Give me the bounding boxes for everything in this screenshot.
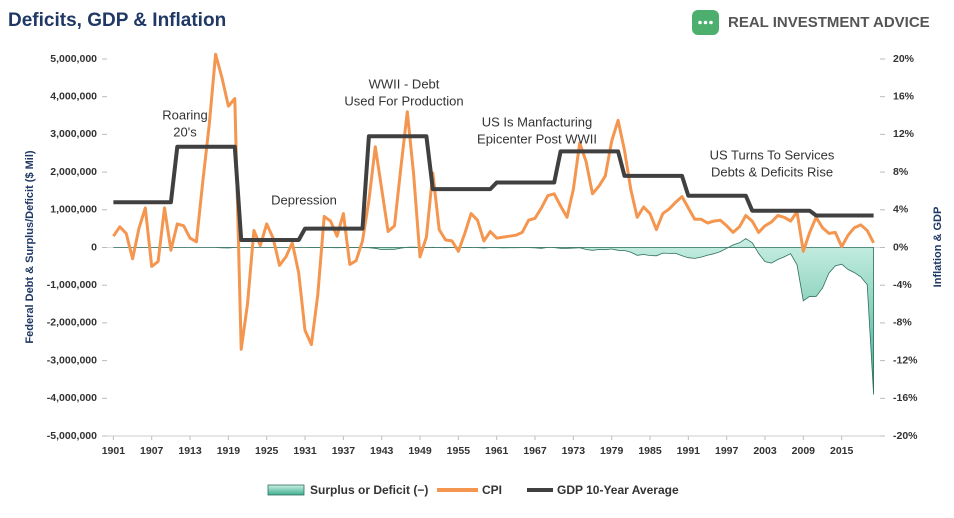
x-tick-label: 1931 xyxy=(293,445,317,457)
legend-swatch xyxy=(267,484,305,496)
annotation: Depression xyxy=(271,192,337,207)
x-tick-label: 1925 xyxy=(255,445,279,457)
legend-label: CPI xyxy=(482,483,502,497)
y-tick-label: 0 xyxy=(91,241,97,253)
annotation: Used For Production xyxy=(344,93,463,108)
series-line xyxy=(112,52,875,351)
x-tick-label: 1913 xyxy=(178,445,202,457)
y2-axis-title: Inflation & GDP xyxy=(932,207,944,288)
y-tick-label: 4,000,000 xyxy=(50,90,97,102)
logo-dot xyxy=(709,20,713,25)
x-tick-label: 1949 xyxy=(408,445,432,457)
x-tick-label: 1967 xyxy=(523,445,547,457)
annotation: WWII - Debt xyxy=(369,76,440,91)
x-tick-label: 1991 xyxy=(677,445,701,457)
x-tick-label: 2003 xyxy=(753,445,777,457)
x-tick-label: 2009 xyxy=(792,445,816,457)
chart-title: Deficits, GDP & Inflation xyxy=(8,10,226,31)
deficit-area xyxy=(113,238,874,395)
x-tick-label: 2015 xyxy=(830,445,854,457)
x-tick-label: 1907 xyxy=(140,445,164,457)
x-tick-label: 1955 xyxy=(447,445,471,457)
y2-tick-label: -16% xyxy=(893,392,918,404)
x-tick-label: 1961 xyxy=(485,445,509,457)
x-tick-label: 1973 xyxy=(562,445,586,457)
y-tick-label: -1,000,000 xyxy=(47,279,97,291)
y2-tick-label: 0% xyxy=(893,241,909,253)
y-tick-label: 5,000,000 xyxy=(50,53,97,65)
logo-dot xyxy=(703,20,708,25)
y2-tick-label: -4% xyxy=(893,279,912,291)
annotation: Epicenter Post WWII xyxy=(477,131,597,146)
y2-tick-label: 12% xyxy=(893,128,915,140)
y2-tick-label: 4% xyxy=(893,204,909,216)
y-tick-label: 1,000,000 xyxy=(50,204,97,216)
x-tick-label: 1997 xyxy=(715,445,739,457)
annotation: Roaring xyxy=(162,107,208,122)
annotation: US Is Manfacturing xyxy=(482,114,593,129)
annotation: Debts & Deficits Rise xyxy=(711,164,833,179)
y2-tick-label: -12% xyxy=(893,354,918,366)
y-tick-label: -2,000,000 xyxy=(47,317,97,329)
y-tick-label: 2,000,000 xyxy=(50,166,97,178)
x-tick-label: 1901 xyxy=(102,445,126,457)
brand-name: REAL INVESTMENT ADVICE xyxy=(728,14,930,31)
y-tick-label: -3,000,000 xyxy=(47,354,97,366)
y2-tick-label: 16% xyxy=(893,90,915,102)
x-tick-label: 1943 xyxy=(370,445,394,457)
x-tick-label: 1937 xyxy=(332,445,356,457)
y2-tick-label: 20% xyxy=(893,53,915,65)
x-tick-label: 1985 xyxy=(638,445,662,457)
y2-tick-label: -8% xyxy=(893,317,912,329)
series-line xyxy=(113,134,874,242)
y-tick-label: -4,000,000 xyxy=(47,392,97,404)
y-tick-label: -5,000,000 xyxy=(47,430,97,442)
x-tick-label: 1979 xyxy=(600,445,624,457)
logo-dot xyxy=(698,20,702,25)
y2-tick-label: 8% xyxy=(893,166,909,178)
annotation: US Turns To Services xyxy=(710,147,835,162)
legend-label: Surplus or Deficit (−) xyxy=(310,483,428,497)
y-axis-title: Federal Debt & Surplus/Deficit ($ Mil) xyxy=(24,150,36,343)
y-tick-label: 3,000,000 xyxy=(50,128,97,140)
y2-tick-label: -20% xyxy=(893,430,918,442)
legend-label: GDP 10-Year Average xyxy=(557,483,679,497)
annotation: 20's xyxy=(173,124,197,139)
x-tick-label: 1919 xyxy=(217,445,241,457)
